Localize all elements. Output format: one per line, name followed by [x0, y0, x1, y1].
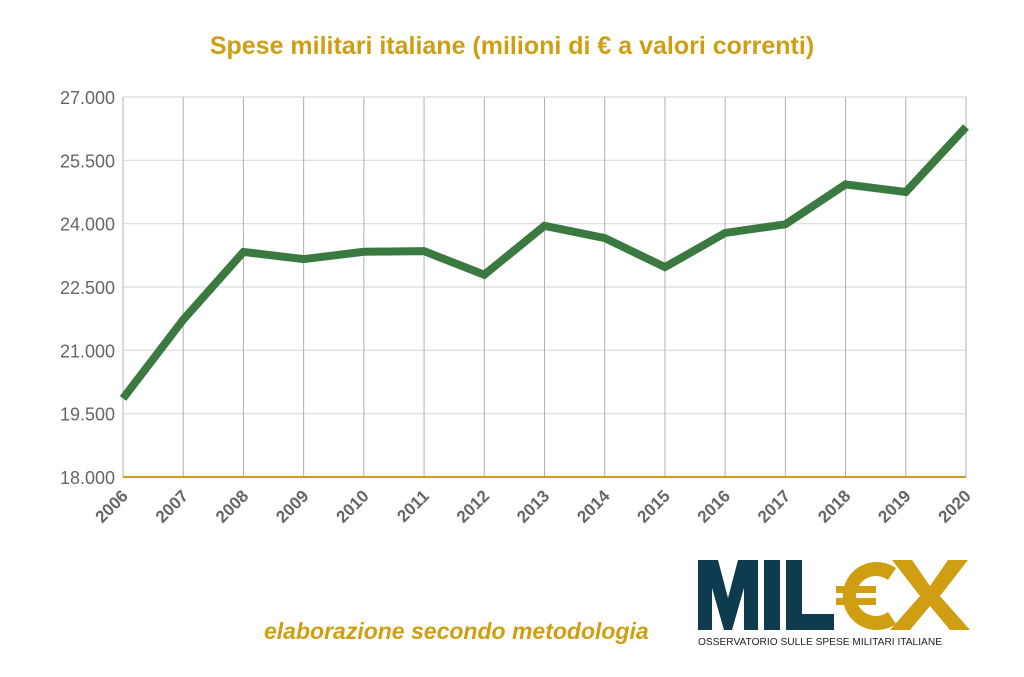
x-tick-label: 2008 [212, 486, 252, 526]
line-chart: 18.000 19.500 21.000 22.500 24.000 25.500 27.0… [60, 88, 975, 527]
y-tick-label: 18.000 [60, 468, 115, 488]
x-tick-label: 2014 [573, 486, 614, 527]
y-tick-label: 22.500 [60, 278, 115, 298]
milex-logo: OSSERVATORIO SULLE SPESE MILITARI ITALIA… [698, 560, 970, 648]
x-tick-label: 2016 [694, 486, 734, 526]
x-tick-label: 2015 [634, 486, 674, 526]
logo-tagline: OSSERVATORIO SULLE SPESE MILITARI ITALIA… [698, 637, 942, 648]
y-tick-label: 24.000 [60, 215, 115, 235]
x-tick-label: 2007 [152, 486, 192, 526]
x-tick-label: 2006 [92, 486, 132, 526]
x-tick-label: 2020 [935, 486, 975, 526]
y-tick-label: 27.000 [60, 88, 115, 108]
x-tick-label: 2010 [333, 486, 373, 526]
x-tick-label: 2009 [272, 486, 312, 526]
x-tick-label: 2017 [754, 486, 794, 526]
methodology-note: elaborazione secondo metodologia [264, 618, 649, 644]
x-tick-label: 2019 [874, 486, 914, 526]
x-tick-label: 2018 [814, 486, 854, 526]
y-tick-label: 21.000 [60, 341, 115, 361]
y-tick-label: 19.500 [60, 405, 115, 425]
chart-title: Spese militari italiane (milioni di € a … [209, 32, 815, 60]
y-tick-label: 25.500 [60, 151, 115, 171]
x-tick-label: 2012 [453, 486, 493, 526]
x-tick-label: 2011 [393, 486, 433, 526]
x-tick-label: 2013 [513, 486, 553, 526]
